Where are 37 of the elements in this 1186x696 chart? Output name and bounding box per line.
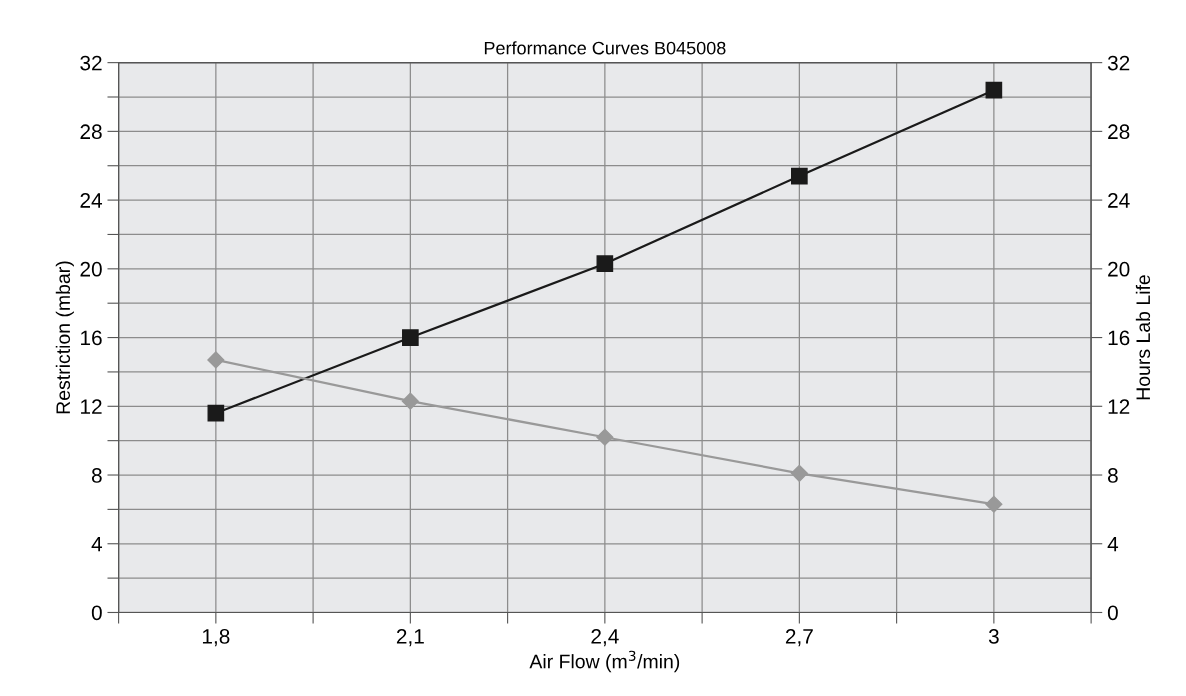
y-tick-label: 32 <box>80 55 102 71</box>
x-tick-label: 3 <box>988 629 999 644</box>
y-tick-label: 12 <box>81 399 102 414</box>
point <box>985 495 1003 513</box>
point <box>791 167 808 185</box>
point <box>596 428 614 446</box>
point <box>401 392 419 410</box>
point <box>985 81 1003 99</box>
point <box>207 404 225 422</box>
point <box>790 464 808 482</box>
y2-tick-label: 8 <box>1108 468 1118 483</box>
y-tick-label: 8 <box>91 468 102 483</box>
y-tick-label: 16 <box>81 330 102 346</box>
y-tick-label: 20 <box>80 261 102 277</box>
x-tick-label: 2,7 <box>785 629 813 647</box>
y2-tick-label: 24 <box>1108 193 1130 208</box>
x-tick-label: 2,1 <box>396 629 424 647</box>
x-tick-label: 2,4 <box>591 629 619 647</box>
y-axis-title: Restriction (mbar) <box>55 261 74 414</box>
y2-tick-label: 4 <box>1107 536 1119 552</box>
y-tick-label: 24 <box>80 193 103 208</box>
y-tick-label: 0 <box>91 605 102 621</box>
chart-title: Performance Curves B045008 <box>484 41 726 55</box>
point <box>402 329 419 346</box>
y2-axis-title: Hours Lab Life <box>1135 275 1151 400</box>
x-tick-label: 1,8 <box>202 629 230 647</box>
point <box>207 351 225 369</box>
y2-tick-label: 28 <box>1108 124 1130 140</box>
y2-tick-label: 32 <box>1107 55 1130 71</box>
x-axis-title: Air Flow (m$^{3}$/min) <box>529 650 680 673</box>
y2-tick-label: 20 <box>1108 261 1130 277</box>
y2-tick-label: 0 <box>1107 605 1118 621</box>
y2-tick-label: 16 <box>1108 330 1130 346</box>
point <box>596 255 614 273</box>
y-tick-label: 4 <box>91 536 103 552</box>
y-tick-label: 28 <box>80 124 102 140</box>
y2-tick-label: 12 <box>1108 399 1130 414</box>
